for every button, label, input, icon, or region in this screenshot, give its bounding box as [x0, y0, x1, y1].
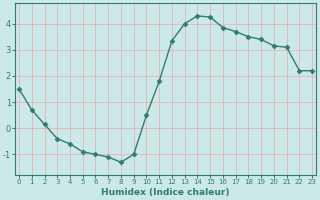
X-axis label: Humidex (Indice chaleur): Humidex (Indice chaleur)	[101, 188, 230, 197]
